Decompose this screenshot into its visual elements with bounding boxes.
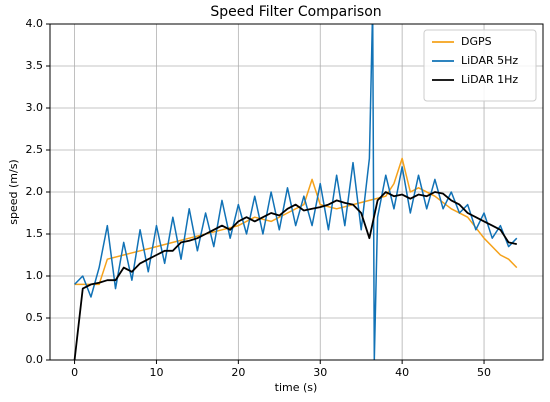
y-tick-label: 4.0 (26, 17, 44, 30)
series-line (74, 24, 518, 360)
y-tick-label: 3.0 (26, 101, 44, 114)
legend-label: LiDAR 1Hz (461, 73, 518, 86)
plot-frame (49, 23, 544, 361)
x-tick-label: 50 (477, 366, 491, 379)
x-tick-label: 0 (71, 366, 78, 379)
chart-title: Speed Filter Comparison (210, 4, 381, 20)
x-tick-label: 30 (313, 366, 327, 379)
y-tick-label: 2.0 (26, 185, 44, 198)
x-axis-label: time (s) (275, 381, 318, 394)
x-tick-label: 10 (149, 366, 163, 379)
y-tick-label: 1.0 (26, 269, 44, 282)
y-tick-label: 0.0 (26, 353, 44, 366)
legend-label: LiDAR 5Hz (461, 54, 518, 67)
series-line (74, 157, 518, 286)
y-tick-label: 1.5 (26, 227, 44, 240)
y-tick-label: 0.5 (26, 311, 44, 324)
y-tick-label: 2.5 (26, 143, 44, 156)
y-tick-label: 3.5 (26, 59, 44, 72)
series-line (73, 191, 517, 360)
y-axis-label: speed (m/s) (7, 159, 20, 224)
x-tick-label: 40 (395, 366, 409, 379)
x-tick-label: 20 (231, 366, 245, 379)
plot-area (73, 24, 518, 360)
legend-label: DGPS (461, 35, 492, 48)
legend-box (423, 29, 537, 102)
